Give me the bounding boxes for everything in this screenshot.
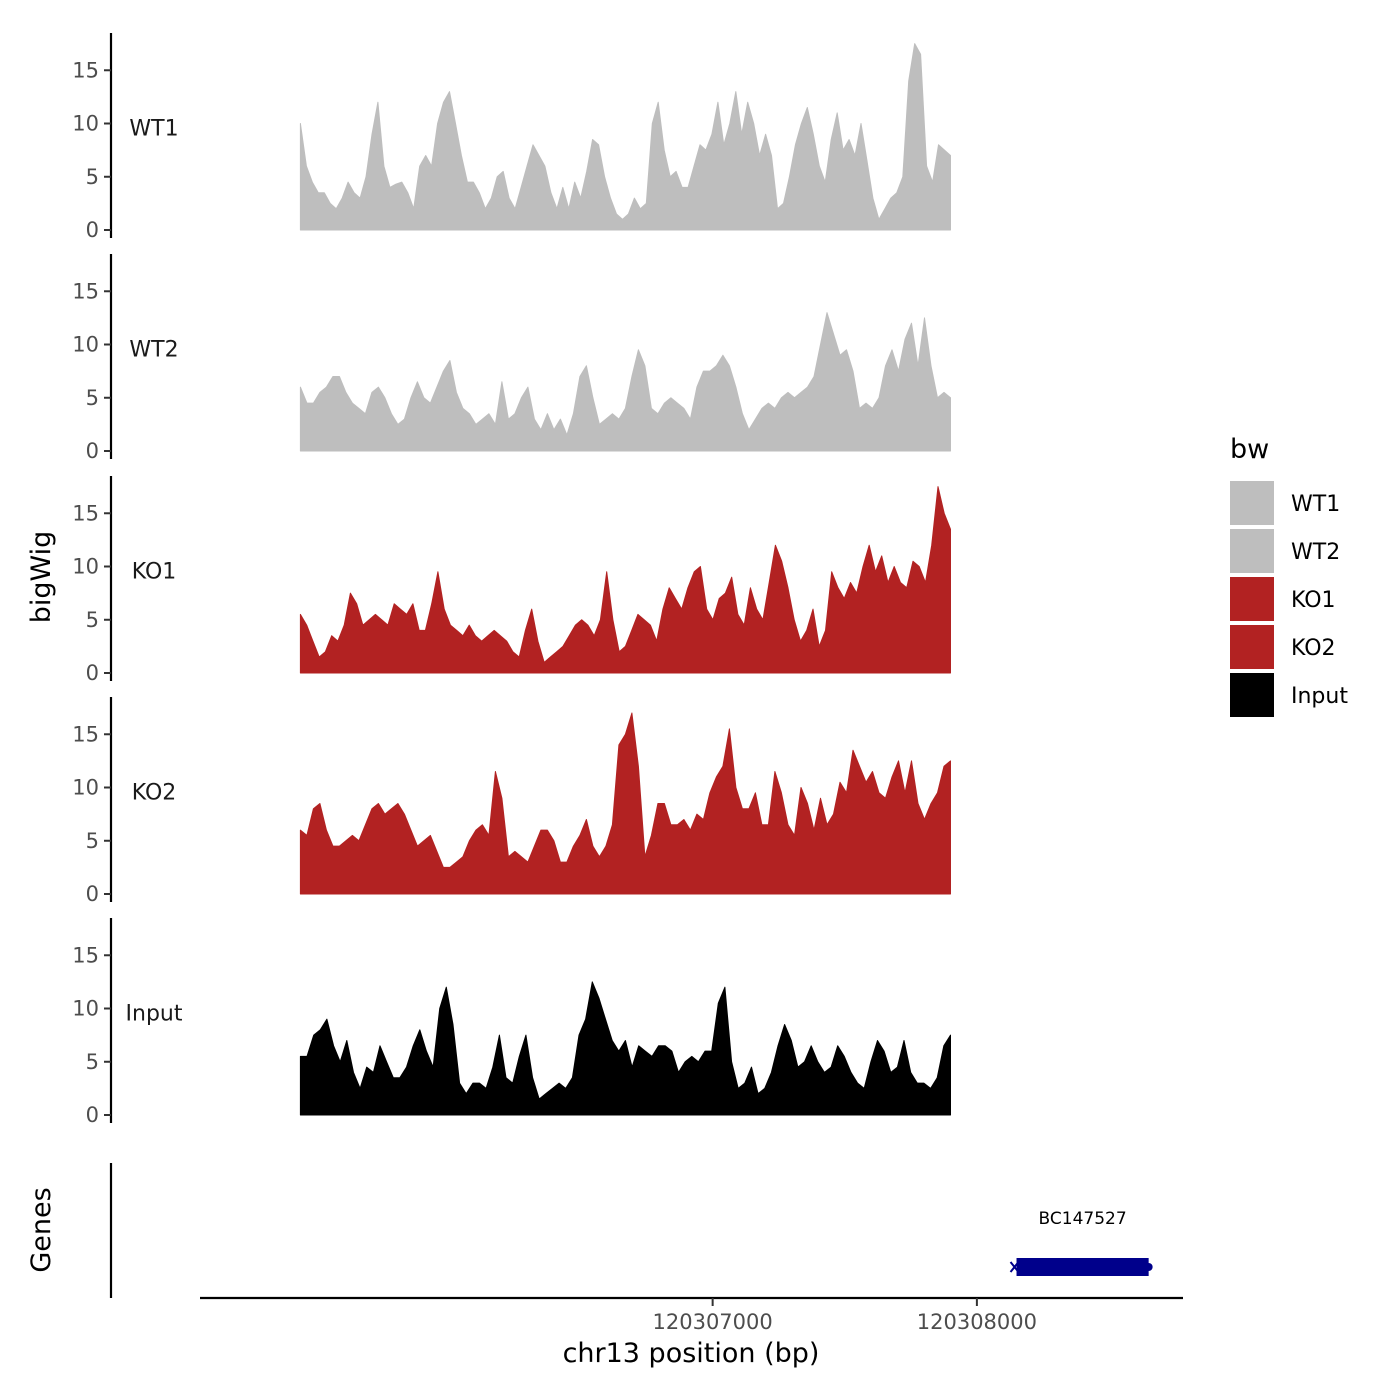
y-tick-label: 0 — [86, 661, 99, 685]
area-input — [299, 981, 951, 1116]
area-wt2 — [299, 312, 951, 452]
legend-item-ko1: KO1 — [1230, 577, 1336, 621]
legend-swatch — [1230, 529, 1274, 573]
legend-item-wt2: WT2 — [1230, 529, 1340, 573]
legend-item-ko2: KO2 — [1230, 625, 1336, 669]
legend-label: WT2 — [1291, 540, 1340, 565]
y-tick-label: 10 — [72, 555, 99, 579]
legend-items: WT1 WT2 KO1 KO2 Input — [1230, 481, 1348, 717]
y-tick-label: 15 — [72, 279, 99, 303]
x-axis-title: chr13 position (bp) — [563, 1338, 820, 1369]
gene-end-marker — [1144, 1263, 1153, 1271]
legend-label: KO2 — [1291, 636, 1336, 661]
y-tick-label: 15 — [72, 722, 99, 746]
genes-panel: Genes BC147527 — [26, 1163, 1153, 1298]
y-tick-label: 0 — [86, 218, 99, 242]
y-tick-label: 10 — [72, 997, 99, 1021]
gene-body — [1016, 1258, 1149, 1276]
y-tick-label: 5 — [86, 608, 99, 632]
track-label-wt1: WT1 — [129, 117, 178, 142]
y-tick-label: 0 — [86, 882, 99, 906]
y-tick-label: 5 — [86, 386, 99, 410]
y-tick-label: 15 — [72, 943, 99, 967]
legend-label: Input — [1291, 684, 1348, 709]
legend-item-input: Input — [1230, 673, 1348, 717]
track-wt1: 0 5 10 15 WT1 — [72, 33, 951, 242]
track-ko1: 0 5 10 15 KO1 — [72, 476, 951, 685]
y-axis-title-text: bigWig — [26, 531, 57, 624]
legend-swatch — [1230, 625, 1274, 669]
y-axis-title: bigWig — [26, 531, 57, 624]
track-input: 0 5 10 15 Input — [72, 918, 951, 1127]
track-label-wt2: WT2 — [129, 338, 178, 363]
track-label-ko1: KO1 — [132, 560, 177, 585]
x-tick-label: 120307000 — [653, 1310, 773, 1334]
legend-label: KO1 — [1291, 588, 1336, 613]
gene-models: BC147527 — [1009, 1209, 1153, 1276]
y-tick-label: 10 — [72, 776, 99, 800]
area-ko2 — [299, 712, 951, 895]
x-axis: 120307000 120308000 chr13 position (bp) — [200, 1296, 1183, 1369]
legend: bw WT1 WT2 KO1 KO2 Input — [1230, 434, 1348, 717]
legend-label: WT1 — [1291, 492, 1340, 517]
gene-strand-marker — [1009, 1261, 1020, 1273]
y-tick-label: 15 — [72, 58, 99, 82]
area-ko1 — [299, 486, 951, 674]
y-tick-label: 0 — [86, 439, 99, 463]
track-label-ko2: KO2 — [132, 781, 177, 806]
genes-axis-title: Genes — [26, 1187, 57, 1272]
area-wt1 — [299, 43, 951, 231]
legend-title: bw — [1230, 434, 1269, 465]
y-tick-label: 5 — [86, 165, 99, 189]
legend-item-wt1: WT1 — [1230, 481, 1340, 525]
legend-swatch — [1230, 577, 1274, 621]
y-tick-label: 5 — [86, 1050, 99, 1074]
track-wt2: 0 5 10 15 WT2 — [72, 254, 951, 463]
legend-swatch — [1230, 481, 1274, 525]
y-tick-label: 15 — [72, 501, 99, 525]
x-axis-ticks: 120307000 120308000 — [653, 1298, 1037, 1334]
track-label-input: Input — [126, 1002, 183, 1027]
track-ko2: 0 5 10 15 KO2 — [72, 697, 951, 906]
gene-bc147527: BC147527 — [1009, 1209, 1153, 1276]
gene-name-label: BC147527 — [1039, 1209, 1127, 1229]
y-tick-label: 10 — [72, 112, 99, 136]
legend-swatch — [1230, 673, 1274, 717]
y-tick-label: 0 — [86, 1103, 99, 1127]
x-tick-label: 120308000 — [917, 1310, 1037, 1334]
y-tick-label: 10 — [72, 333, 99, 357]
y-tick-label: 5 — [86, 829, 99, 853]
bigwig-tracks: 0 5 10 15 WT1 0 5 10 15 WT2 0 5 10 15 KO1 0 5 10 15 KO2 0 5 10… — [72, 33, 951, 1127]
